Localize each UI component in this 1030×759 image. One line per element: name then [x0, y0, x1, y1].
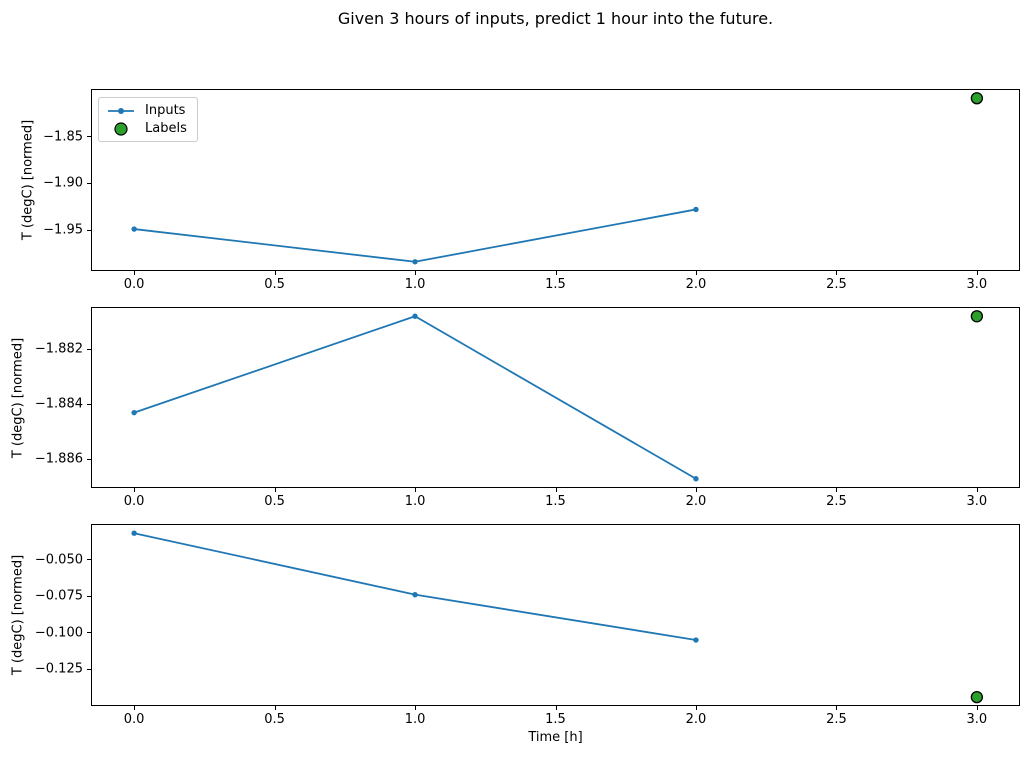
labels-point-marker [970, 690, 984, 704]
x-tick-mark [134, 488, 136, 492]
x-tick-label: 1.0 [404, 277, 426, 292]
y-tick-mark [87, 559, 91, 561]
x-tick-mark [836, 706, 838, 710]
subplot-2-axes: T (degC) [normed] 0.0 0.5 1.0 1.5 2.0 2.5 3.0 −… [11, 307, 1020, 509]
x-tick-mark [274, 706, 276, 710]
x-tick-label: 2.0 [685, 277, 707, 292]
y-tick-label: −1.90 [43, 175, 83, 191]
x-tick-mark [134, 271, 136, 275]
x-tick-label: 1.0 [404, 712, 426, 727]
x-tick-label: 0.5 [264, 494, 285, 509]
subplot-2-plot-area [131, 310, 984, 482]
inputs-line [133, 532, 697, 641]
x-tick-label: 1.5 [545, 712, 566, 727]
x-tick-label: 2.0 [685, 712, 707, 727]
x-tick-mark [836, 488, 838, 492]
inputs-point-marker [131, 409, 137, 416]
x-tick-label: 2.5 [826, 494, 847, 509]
x-tick-label: 3.0 [966, 712, 988, 727]
subplot-1-axes: T (degC) [normed] Inputs Labels 0.0 0.5 1.… [21, 89, 1020, 292]
x-tick-label: 2.0 [685, 494, 707, 509]
legend: Inputs Labels [98, 97, 198, 142]
x-tick-mark [555, 706, 557, 710]
x-tick-label: 3.0 [966, 494, 988, 509]
x-tick-mark [976, 706, 978, 710]
legend-item-inputs: Inputs [106, 103, 187, 118]
x-tick-label: 2.5 [826, 277, 847, 292]
figure-title: Given 3 hours of inputs, predict 1 hour … [337, 9, 774, 28]
y-tick-label: −1.884 [34, 396, 83, 412]
x-tick-mark [555, 488, 557, 492]
x-tick-mark [274, 271, 276, 275]
legend-label-inputs: Inputs [145, 103, 186, 118]
x-tick-mark [274, 488, 276, 492]
x-tick-mark [695, 706, 697, 710]
x-tick-label: 1.5 [545, 494, 566, 509]
inputs-point-marker [131, 226, 137, 232]
y-tick-label: −1.882 [34, 341, 83, 357]
inputs-point-marker [412, 259, 418, 265]
x-tick-label: 0.5 [264, 277, 285, 292]
inputs-point-marker [412, 313, 418, 319]
x-tick-label: 0.0 [123, 494, 145, 509]
y-tick-mark [87, 632, 91, 634]
inputs-point-marker [693, 637, 699, 643]
inputs-line [133, 315, 697, 480]
inputs-point-marker [412, 591, 418, 598]
x-tick-mark [415, 488, 417, 492]
subplot-3-plot-area [131, 530, 984, 704]
y-tick-label: −1.95 [43, 222, 83, 238]
y-tick-label: −0.075 [34, 588, 83, 604]
x-tick-label: 1.0 [404, 494, 426, 509]
x-tick-label: 0.0 [123, 277, 145, 292]
inputs-point-marker [693, 206, 699, 213]
inputs-point-marker [131, 530, 137, 536]
y-tick-label: −0.100 [34, 625, 83, 641]
labels-dot-icon [114, 121, 128, 136]
x-tick-mark [134, 706, 136, 710]
x-tick-mark [695, 488, 697, 492]
subplot-1-plot-area [131, 92, 984, 265]
x-tick-mark [415, 706, 417, 710]
x-tick-label: 0.5 [264, 712, 285, 727]
inputs-line [134, 208, 697, 263]
subplot-2-y-axis-label: T (degC) [normed] [10, 337, 26, 458]
y-tick-label: −1.85 [43, 129, 83, 145]
subplot-3-y-axis-label: T (degC) [normed] [10, 554, 26, 676]
subplot-1-y-axis-label: T (degC) [normed] [20, 119, 36, 241]
x-tick-label: 1.5 [545, 277, 566, 292]
y-tick-mark [87, 595, 91, 597]
y-tick-mark [87, 229, 91, 231]
y-tick-label: −0.125 [34, 661, 83, 677]
x-tick-mark [555, 271, 557, 275]
x-tick-label: 2.5 [826, 712, 847, 727]
x-tick-mark [836, 271, 838, 275]
labels-point-marker [970, 92, 984, 105]
y-tick-mark [87, 668, 91, 670]
y-tick-label: −1.886 [34, 451, 83, 467]
inputs-line-icon [108, 107, 134, 114]
y-tick-mark [87, 136, 91, 138]
x-tick-mark [976, 488, 978, 492]
subplot-3-axes: T (degC) [normed] Time [h] 0.0 0.5 1.0 1.5 2… [11, 524, 1020, 745]
y-tick-mark [87, 458, 91, 460]
labels-point-marker [970, 310, 984, 323]
legend-label-labels: Labels [145, 121, 187, 136]
x-tick-mark [415, 271, 417, 275]
x-axis-label: Time [h] [528, 730, 583, 745]
y-tick-mark [87, 348, 91, 350]
y-tick-mark [87, 182, 91, 184]
x-tick-label: 3.0 [966, 277, 988, 292]
y-tick-label: −0.050 [34, 552, 83, 568]
x-tick-mark [695, 271, 697, 275]
inputs-point-marker [693, 476, 699, 482]
legend-item-labels: Labels [106, 121, 187, 136]
y-tick-mark [87, 403, 91, 405]
x-tick-label: 0.0 [123, 712, 145, 727]
x-tick-mark [976, 271, 978, 275]
